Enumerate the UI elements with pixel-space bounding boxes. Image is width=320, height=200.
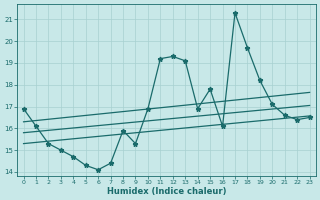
X-axis label: Humidex (Indice chaleur): Humidex (Indice chaleur) — [107, 187, 226, 196]
